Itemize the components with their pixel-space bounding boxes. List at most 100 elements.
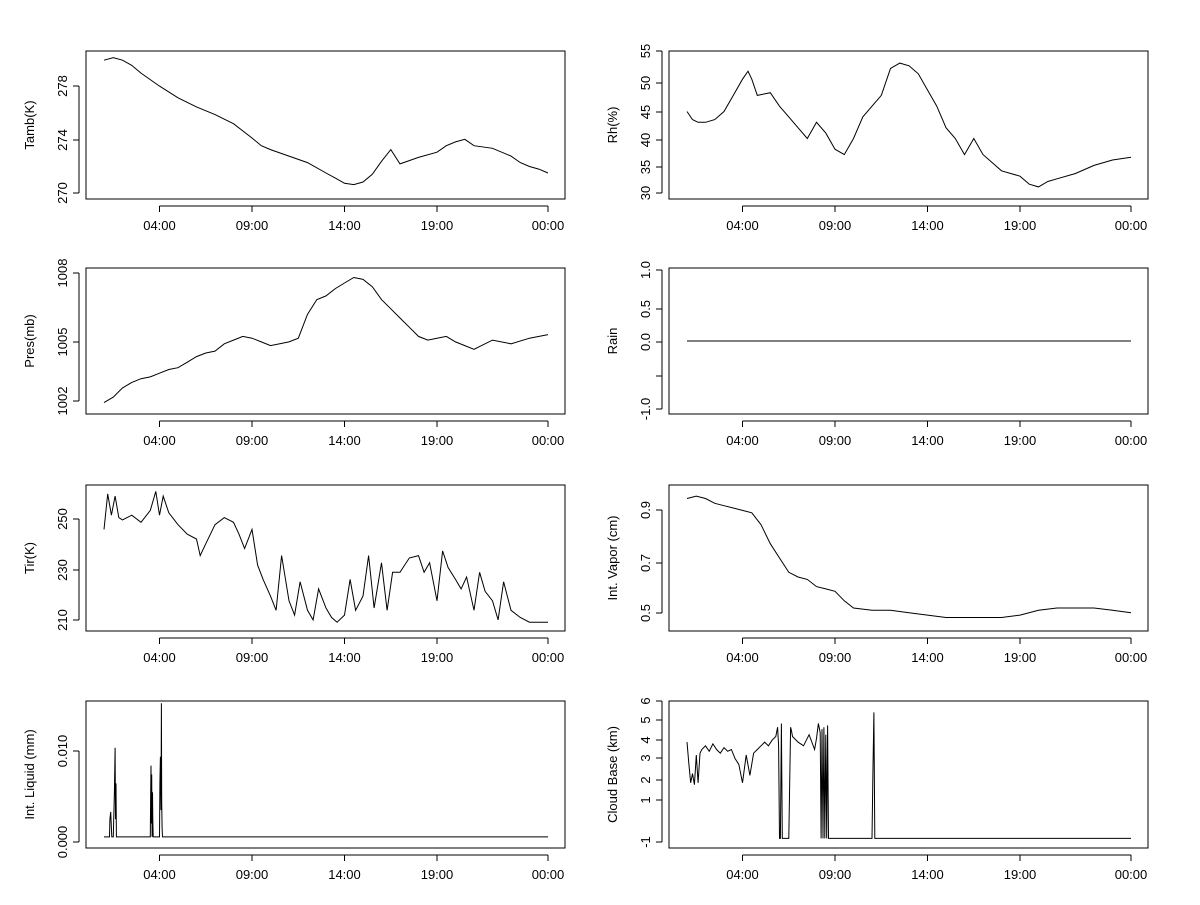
- x-tick-label: 00:00: [532, 867, 565, 882]
- x-tick-label: 19:00: [1004, 650, 1037, 665]
- x-tick-label: 09:00: [236, 433, 269, 448]
- y-tick-label: 3: [638, 754, 653, 761]
- y-tick-label: 6: [638, 697, 653, 704]
- x-tick-label: 09:00: [819, 867, 852, 882]
- series-line: [103, 276, 549, 404]
- series-line: [686, 495, 1132, 618]
- x-tick-label: 04:00: [143, 867, 176, 882]
- panel-3: -1.0 0.0 0.5 1.0 Rain 04:00 09:00 14:00 19:00 00:…: [605, 261, 1149, 448]
- plot-frame: [85, 484, 566, 632]
- y-tick-label: 274: [55, 129, 70, 151]
- x-tick-label: 14:00: [328, 867, 361, 882]
- x-tick-label: 04:00: [726, 867, 759, 882]
- x-tick-label: 00:00: [532, 650, 565, 665]
- x-tick-label: 09:00: [819, 433, 852, 448]
- x-tick-label: 14:00: [911, 218, 944, 233]
- y-tick-label: 1: [638, 796, 653, 803]
- x-tick-label: 04:00: [726, 218, 759, 233]
- x-tick-label: 19:00: [421, 867, 454, 882]
- plot-frame: [668, 50, 1149, 200]
- y-axis-label: Int. Liquid (mm): [22, 729, 37, 819]
- x-tick-label: 09:00: [236, 867, 269, 882]
- panel-4: 210 230 250 Tir(K) 04:00 09:00 14:00 19:00 00:00: [22, 484, 566, 665]
- series-line: [104, 703, 548, 838]
- y-tick-label: 0.9: [638, 501, 653, 519]
- series-line: [686, 712, 1131, 839]
- x-tick-label: 04:00: [143, 433, 176, 448]
- y-tick-label: -1.0: [638, 398, 653, 420]
- y-tick-label: 45: [638, 105, 653, 119]
- x-tick-label: 19:00: [421, 433, 454, 448]
- y-tick-label: 0.0: [638, 333, 653, 351]
- y-tick-label: 270: [55, 182, 70, 204]
- y-tick-label: 5: [638, 716, 653, 723]
- x-tick-label: 00:00: [532, 218, 565, 233]
- x-tick-label: 04:00: [726, 650, 759, 665]
- x-tick-label: 09:00: [819, 218, 852, 233]
- y-tick-label: 0.010: [55, 735, 70, 768]
- x-tick-label: 04:00: [143, 650, 176, 665]
- x-tick-label: 04:00: [726, 433, 759, 448]
- x-tick-label: 00:00: [1115, 650, 1148, 665]
- y-tick-label: 0.5: [638, 604, 653, 622]
- y-tick-label: 250: [55, 508, 70, 530]
- y-tick-label: 0.5: [638, 300, 653, 318]
- x-tick-label: 19:00: [421, 650, 454, 665]
- y-axis-label: Pres(mb): [22, 314, 37, 367]
- panel-6: 0.000 0.010 Int. Liquid (mm) 04:00 09:00 14:0…: [22, 700, 566, 882]
- x-tick-label: 04:00: [143, 218, 176, 233]
- y-tick-label: 1002: [55, 387, 70, 416]
- x-tick-label: 09:00: [819, 650, 852, 665]
- x-tick-label: 00:00: [1115, 433, 1148, 448]
- plot-frame: [668, 700, 1149, 849]
- series-line: [103, 491, 548, 623]
- x-tick-label: 19:00: [1004, 867, 1037, 882]
- panel-7: -1 1 2 3 4 5 6 Cloud Base (km) 04:00 09:00 14:00 19…: [605, 697, 1149, 882]
- y-tick-label: 2: [638, 776, 653, 783]
- series-line: [686, 62, 1132, 188]
- y-axis-label: Cloud Base (km): [605, 726, 620, 823]
- x-tick-label: 14:00: [328, 433, 361, 448]
- panel-0: 270 274 278 Tamb(K) 04:00 09:00 14:00 19:00 00:0…: [22, 50, 566, 233]
- y-tick-label: 1005: [55, 328, 70, 357]
- x-tick-label: 14:00: [911, 867, 944, 882]
- panel-5: 0.5 0.7 0.9 Int. Vapor (cm) 04:00 09:00 14:00 1…: [605, 484, 1149, 665]
- y-tick-label: 0.000: [55, 826, 70, 859]
- panel-2: 1002 1005 1008 Pres(mb) 04:00 09:00 14:00 19:00…: [22, 259, 566, 448]
- plot-frame: [85, 700, 566, 849]
- panel-1: 30 35 40 45 50 55 Rh(%) 04:00 09:00 14:00 19:00 00:…: [605, 44, 1149, 233]
- x-tick-label: 14:00: [328, 218, 361, 233]
- x-tick-label: 00:00: [1115, 867, 1148, 882]
- x-tick-label: 14:00: [911, 650, 944, 665]
- x-tick-label: 09:00: [236, 650, 269, 665]
- series-line: [103, 57, 549, 186]
- plot-frame: [668, 267, 1149, 415]
- y-tick-label: 1.0: [638, 261, 653, 279]
- y-tick-label: 210: [55, 609, 70, 631]
- x-tick-label: 19:00: [1004, 433, 1037, 448]
- y-tick-label: 278: [55, 75, 70, 97]
- plot-frame: [85, 50, 566, 200]
- x-tick-label: 14:00: [328, 650, 361, 665]
- plot-frame: [85, 267, 566, 415]
- y-tick-label: 4: [638, 736, 653, 743]
- y-tick-label: 30: [638, 186, 653, 200]
- x-tick-label: 00:00: [532, 433, 565, 448]
- y-tick-label: 1008: [55, 259, 70, 288]
- y-tick-label: 40: [638, 133, 653, 147]
- y-tick-label: 55: [638, 44, 653, 58]
- x-tick-label: 09:00: [236, 218, 269, 233]
- y-axis-label: Rain: [605, 328, 620, 355]
- y-axis-label: Tir(K): [22, 542, 37, 574]
- x-tick-label: 19:00: [1004, 218, 1037, 233]
- y-tick-label: 35: [638, 160, 653, 174]
- y-tick-label: 230: [55, 559, 70, 581]
- x-tick-label: 14:00: [911, 433, 944, 448]
- y-axis-label: Rh(%): [605, 107, 620, 144]
- y-axis-label: Int. Vapor (cm): [605, 515, 620, 600]
- y-tick-label: 0.7: [638, 554, 653, 572]
- x-tick-label: 00:00: [1115, 218, 1148, 233]
- y-tick-label: -1: [638, 836, 653, 848]
